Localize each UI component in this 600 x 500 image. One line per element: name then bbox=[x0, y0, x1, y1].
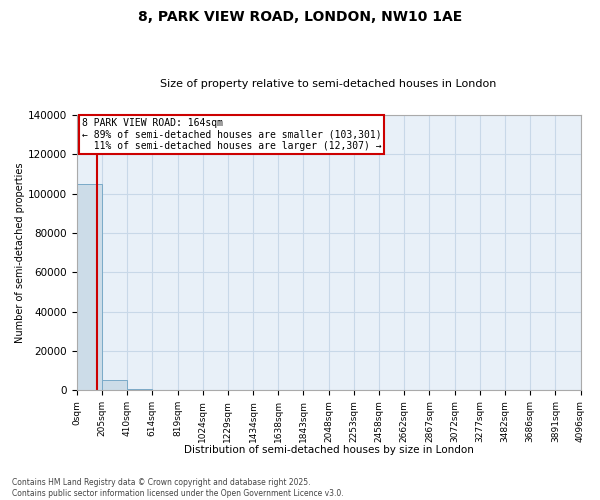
Bar bbox=[127, 389, 152, 390]
X-axis label: Distribution of semi-detached houses by size in London: Distribution of semi-detached houses by … bbox=[184, 445, 473, 455]
Y-axis label: Number of semi-detached properties: Number of semi-detached properties bbox=[15, 162, 25, 343]
Bar bbox=[102, 380, 127, 390]
Text: 8 PARK VIEW ROAD: 164sqm
← 89% of semi-detached houses are smaller (103,301)
  1: 8 PARK VIEW ROAD: 164sqm ← 89% of semi-d… bbox=[82, 118, 382, 150]
Title: Size of property relative to semi-detached houses in London: Size of property relative to semi-detach… bbox=[160, 79, 497, 89]
Text: 8, PARK VIEW ROAD, LONDON, NW10 1AE: 8, PARK VIEW ROAD, LONDON, NW10 1AE bbox=[138, 10, 462, 24]
Text: Contains HM Land Registry data © Crown copyright and database right 2025.
Contai: Contains HM Land Registry data © Crown c… bbox=[12, 478, 344, 498]
Bar bbox=[77, 184, 102, 390]
